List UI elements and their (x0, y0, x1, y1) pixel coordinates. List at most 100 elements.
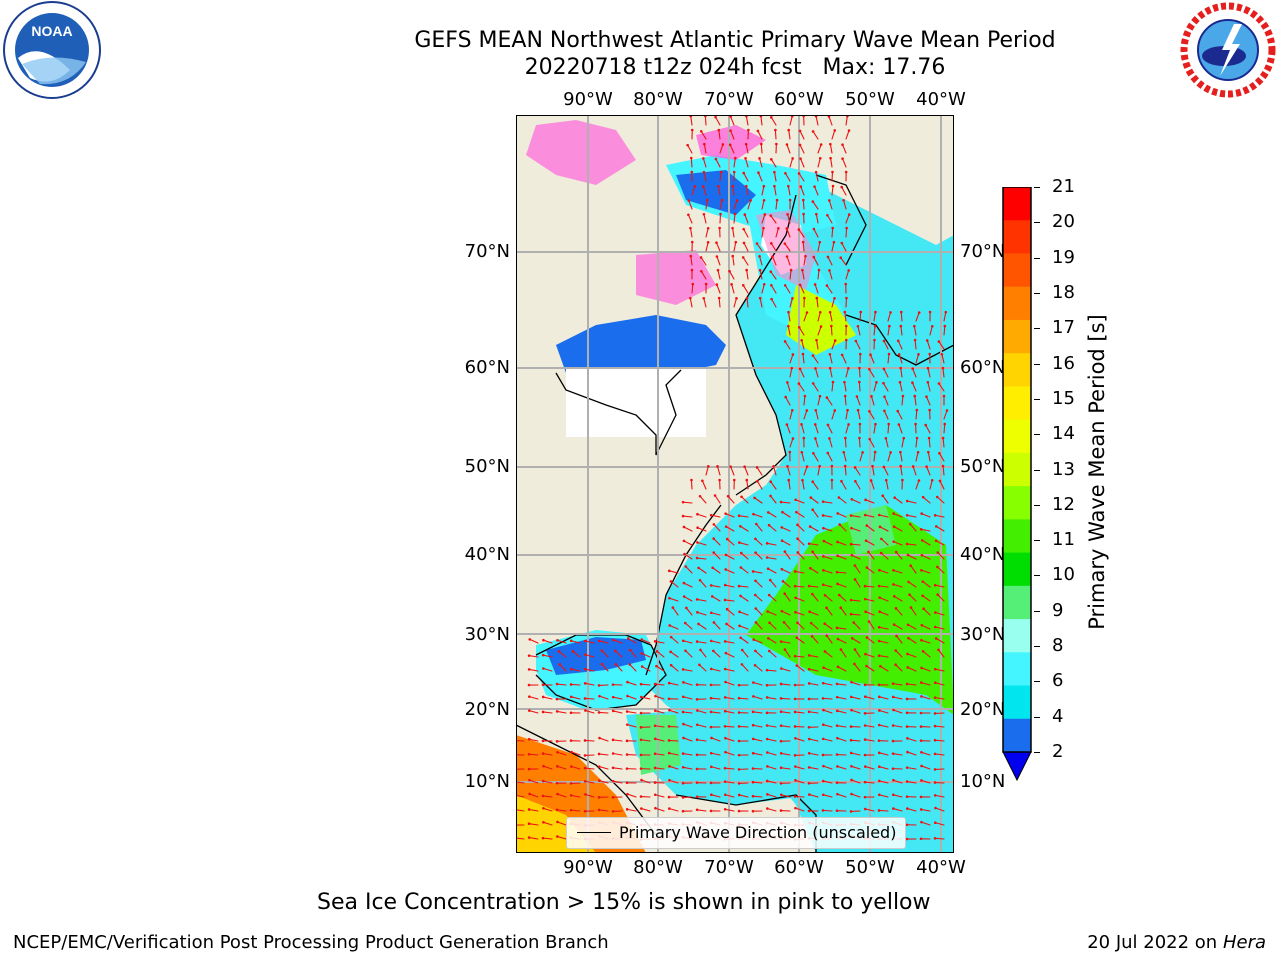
wave-arrow-head (527, 836, 531, 839)
wave-direction-arrow (803, 465, 808, 476)
wave-arrow-head (696, 709, 699, 712)
wave-arrow-head (802, 296, 806, 300)
wave-arrow-head (753, 593, 757, 597)
wave-arrow-head (887, 422, 891, 426)
wave-arrow-head (841, 157, 844, 160)
wave-direction-arrow (766, 669, 777, 672)
wave-arrow-head (755, 242, 759, 245)
wave-arrow-head (817, 268, 821, 272)
wave-direction-arrow (771, 256, 777, 266)
wave-direction-arrow (900, 325, 903, 336)
wave-arrow-head (709, 765, 713, 769)
wave-arrow-head (793, 725, 797, 728)
wave-arrow-head (570, 750, 573, 754)
wave-arrow-head (840, 479, 843, 483)
wave-direction-arrow (873, 451, 876, 462)
wave-direction-arrow (796, 524, 805, 532)
wave-direction-arrow (822, 682, 833, 686)
wave-direction-arrow (710, 794, 721, 798)
wave-arrow-head (527, 737, 531, 741)
wave-direction-arrow (915, 312, 920, 322)
wave-arrow-head (681, 809, 685, 813)
wave-direction-arrow (683, 540, 693, 546)
wave-direction-arrow (906, 751, 917, 756)
wave-arrow-head (639, 738, 643, 742)
wave-direction-arrow (738, 585, 749, 588)
wave-arrow-head (943, 422, 947, 426)
wave-arrow-head (682, 736, 685, 740)
wave-direction-arrow (528, 753, 539, 756)
wave-arrow-head (924, 423, 928, 427)
wave-arrow-head (925, 339, 929, 342)
wave-direction-arrow (853, 663, 861, 672)
wave-arrow-head (850, 680, 853, 684)
wave-direction-arrow (612, 739, 623, 742)
wave-direction-arrow (866, 525, 875, 532)
wave-direction-arrow (794, 779, 805, 784)
wave-direction-arrow (784, 284, 791, 294)
wave-direction-arrow (836, 793, 847, 798)
wave-arrow-head (802, 212, 805, 216)
wave-arrow-head (740, 663, 744, 666)
wave-arrow-head (811, 354, 815, 357)
wave-direction-arrow (682, 766, 693, 770)
wave-arrow-head (843, 464, 847, 468)
wave-arrow-head (803, 394, 807, 398)
wave-arrow-head (863, 807, 867, 811)
wave-direction-arrow (901, 395, 904, 406)
wave-direction-arrow (914, 339, 917, 350)
wave-direction-arrow (808, 668, 819, 672)
wave-direction-arrow (797, 538, 805, 546)
wave-arrow-head (717, 296, 721, 300)
wave-arrow-head (709, 513, 713, 517)
wave-arrow-head (725, 622, 728, 626)
wave-direction-arrow (845, 269, 850, 280)
colorbar-segment (1003, 452, 1031, 487)
wave-direction-arrow (598, 780, 609, 784)
wave-arrow-head (793, 754, 797, 757)
wave-arrow-head (906, 807, 909, 810)
wave-direction-arrow (739, 625, 749, 630)
wave-direction-arrow (654, 710, 665, 714)
wave-arrow-head (894, 550, 898, 554)
wave-direction-arrow (787, 325, 791, 336)
wave-direction-arrow (794, 725, 805, 728)
wave-direction-arrow (739, 525, 749, 532)
wave-direction-arrow (784, 649, 791, 658)
wave-arrow-head (779, 697, 783, 700)
wave-direction-arrow (895, 635, 903, 644)
wave-direction-arrow (800, 423, 805, 434)
wave-arrow-head (542, 764, 545, 768)
wave-arrow-head (807, 654, 811, 657)
wave-direction-arrow (773, 185, 777, 196)
wave-direction-arrow (925, 424, 931, 434)
wave-direction-arrow (738, 542, 749, 546)
wave-arrow-head (849, 612, 853, 616)
wave-direction-arrow (815, 115, 819, 126)
wave-direction-arrow (850, 696, 861, 700)
wave-arrow-head (814, 170, 818, 174)
wave-arrow-head (655, 664, 658, 668)
colorbar-segment (1003, 585, 1031, 620)
wave-arrow-head (928, 310, 932, 314)
wave-direction-arrow (656, 650, 665, 658)
wave-direction-arrow (759, 255, 763, 266)
wave-direction-arrow (858, 437, 861, 448)
wave-arrow-head (681, 500, 685, 504)
wave-direction-arrow (789, 409, 793, 420)
wave-direction-arrow (598, 711, 609, 714)
wave-arrow-head (933, 768, 937, 771)
wave-arrow-head (716, 184, 720, 188)
wave-direction-arrow (915, 409, 918, 420)
wave-direction-arrow (893, 513, 903, 518)
wave-arrow-head (556, 750, 559, 754)
wave-direction-arrow (640, 739, 651, 742)
wave-arrow-head (830, 464, 834, 468)
wave-arrow-head (898, 380, 902, 384)
wave-direction-arrow (732, 255, 735, 266)
wave-arrow-head (895, 634, 898, 638)
wave-direction-arrow (740, 637, 749, 644)
wave-direction-arrow (934, 739, 945, 742)
lon-label-top: 80°W (633, 89, 683, 110)
wave-direction-arrow (942, 465, 945, 476)
